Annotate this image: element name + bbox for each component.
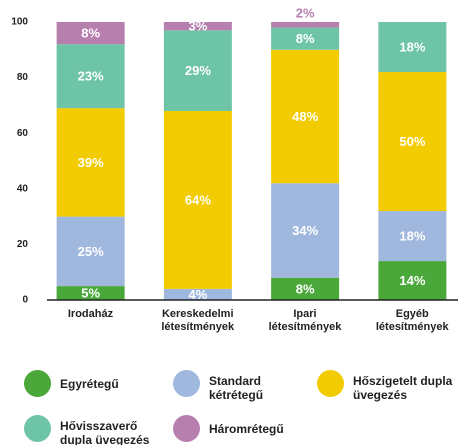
bar-segment <box>271 22 340 28</box>
data-label: 48% <box>292 109 318 124</box>
data-label: 4% <box>188 287 207 302</box>
bar-segment <box>378 211 447 262</box>
data-label: 25% <box>78 244 104 259</box>
bar-segment <box>378 72 447 212</box>
bar-segment <box>378 22 447 73</box>
legend-swatch <box>317 370 344 397</box>
data-label: 8% <box>296 31 315 46</box>
y-tick-label: 40 <box>17 183 29 194</box>
y-tick-label: 80 <box>17 72 29 83</box>
data-label: 8% <box>81 26 100 41</box>
bar-segment <box>56 22 125 45</box>
bar-segment <box>163 288 232 300</box>
legend-label: Standard kétrétegű <box>209 374 264 402</box>
data-label: 8% <box>296 281 315 296</box>
bar-segment <box>56 286 125 300</box>
x-tick-label: Egyéb létesítmények <box>375 308 449 333</box>
data-label: 5% <box>81 285 100 300</box>
x-tick-label: Ipari létesítmények <box>268 308 342 333</box>
y-tick-label: 60 <box>17 128 29 139</box>
bar-segment <box>163 110 232 289</box>
bar-segment <box>271 49 340 184</box>
bar-segment <box>271 277 340 300</box>
bar-segment <box>271 183 340 278</box>
bar-segment <box>56 44 125 109</box>
data-label: 50% <box>399 134 425 149</box>
bar-segment <box>163 30 232 111</box>
bar-segment <box>378 261 447 300</box>
legend-swatch <box>24 370 51 397</box>
data-label: 64% <box>185 192 211 207</box>
legend-swatch <box>173 415 200 442</box>
legend-swatch <box>173 370 200 397</box>
data-label: 14% <box>399 273 425 288</box>
data-label: 2% <box>296 5 315 20</box>
data-label: 23% <box>78 69 104 84</box>
legend-label: Egyrétegű <box>60 377 119 391</box>
bar-segment <box>163 22 232 31</box>
data-label: 34% <box>292 223 318 238</box>
legend-label: Hőszigetelt dupla üvegezés <box>353 374 453 402</box>
data-label: 18% <box>399 228 425 243</box>
y-tick-label: 20 <box>17 239 29 250</box>
x-tick-label: Irodaház <box>67 308 114 320</box>
bar-segment <box>56 216 125 287</box>
legend-label: Háromrétegű <box>209 422 284 436</box>
data-label: 29% <box>185 63 211 78</box>
y-tick-label: 0 <box>22 295 28 306</box>
data-label: 39% <box>78 155 104 170</box>
bar-segment <box>271 27 340 50</box>
data-label: 18% <box>399 39 425 54</box>
legend-label: Hővisszaverő dupla üvegezés <box>60 419 150 445</box>
data-label: 3% <box>188 19 207 34</box>
x-tick-label: Kereskedelmi létesítmények <box>161 308 235 333</box>
legend-swatch <box>24 415 51 442</box>
y-tick-label: 100 <box>11 17 28 28</box>
bar-segment <box>56 108 125 217</box>
